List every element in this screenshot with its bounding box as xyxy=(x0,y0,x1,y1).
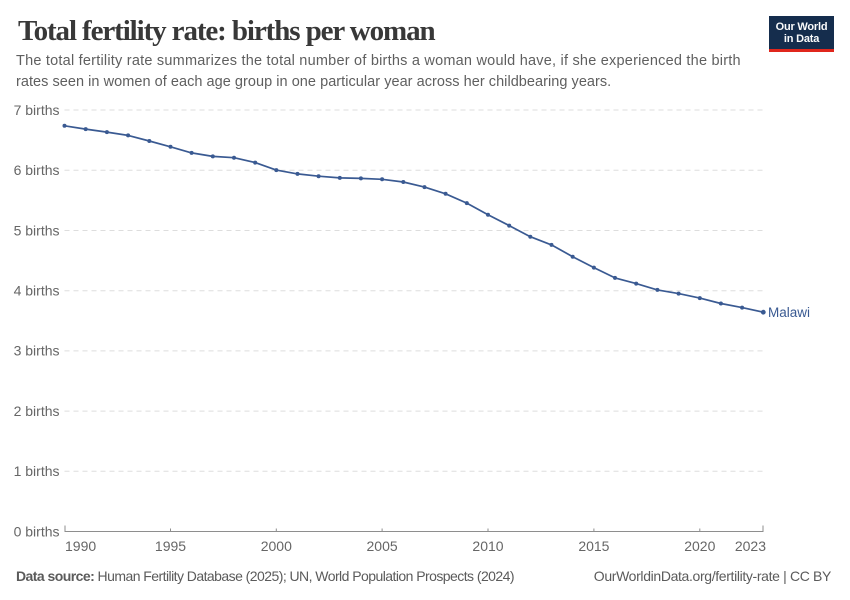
svg-text:7 births: 7 births xyxy=(14,102,60,118)
svg-text:2 births: 2 births xyxy=(14,403,60,419)
svg-text:2023: 2023 xyxy=(735,538,766,554)
svg-text:5 births: 5 births xyxy=(14,222,60,238)
svg-text:2010: 2010 xyxy=(472,538,503,554)
svg-text:6 births: 6 births xyxy=(14,162,60,178)
svg-text:2000: 2000 xyxy=(261,538,292,554)
svg-text:2015: 2015 xyxy=(578,538,609,554)
svg-text:4 births: 4 births xyxy=(14,283,60,299)
svg-text:Malawi: Malawi xyxy=(768,305,810,320)
svg-text:2005: 2005 xyxy=(367,538,398,554)
svg-text:1990: 1990 xyxy=(65,538,96,554)
svg-text:3 births: 3 births xyxy=(14,343,60,359)
svg-text:1995: 1995 xyxy=(155,538,186,554)
svg-text:1 births: 1 births xyxy=(14,463,60,479)
svg-text:0 births: 0 births xyxy=(14,523,60,539)
svg-text:2020: 2020 xyxy=(684,538,715,554)
